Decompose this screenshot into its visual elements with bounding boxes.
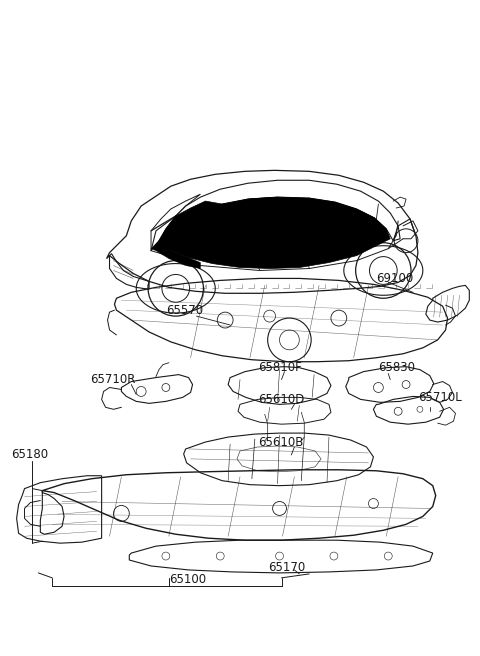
Text: 65570: 65570 <box>166 304 203 317</box>
Text: 65810F: 65810F <box>258 361 301 374</box>
Text: 65100: 65100 <box>169 573 206 586</box>
Text: 65710R: 65710R <box>90 373 135 386</box>
Polygon shape <box>159 197 390 268</box>
Text: 65610D: 65610D <box>258 393 304 406</box>
Text: 65710L: 65710L <box>418 391 462 404</box>
Text: 65610B: 65610B <box>258 436 303 449</box>
Polygon shape <box>248 197 277 207</box>
Text: 65180: 65180 <box>11 449 48 461</box>
Polygon shape <box>151 241 201 268</box>
Polygon shape <box>339 211 378 246</box>
Text: 65170: 65170 <box>268 562 305 575</box>
Text: 65830: 65830 <box>378 361 415 374</box>
Text: 69100: 69100 <box>376 272 414 285</box>
